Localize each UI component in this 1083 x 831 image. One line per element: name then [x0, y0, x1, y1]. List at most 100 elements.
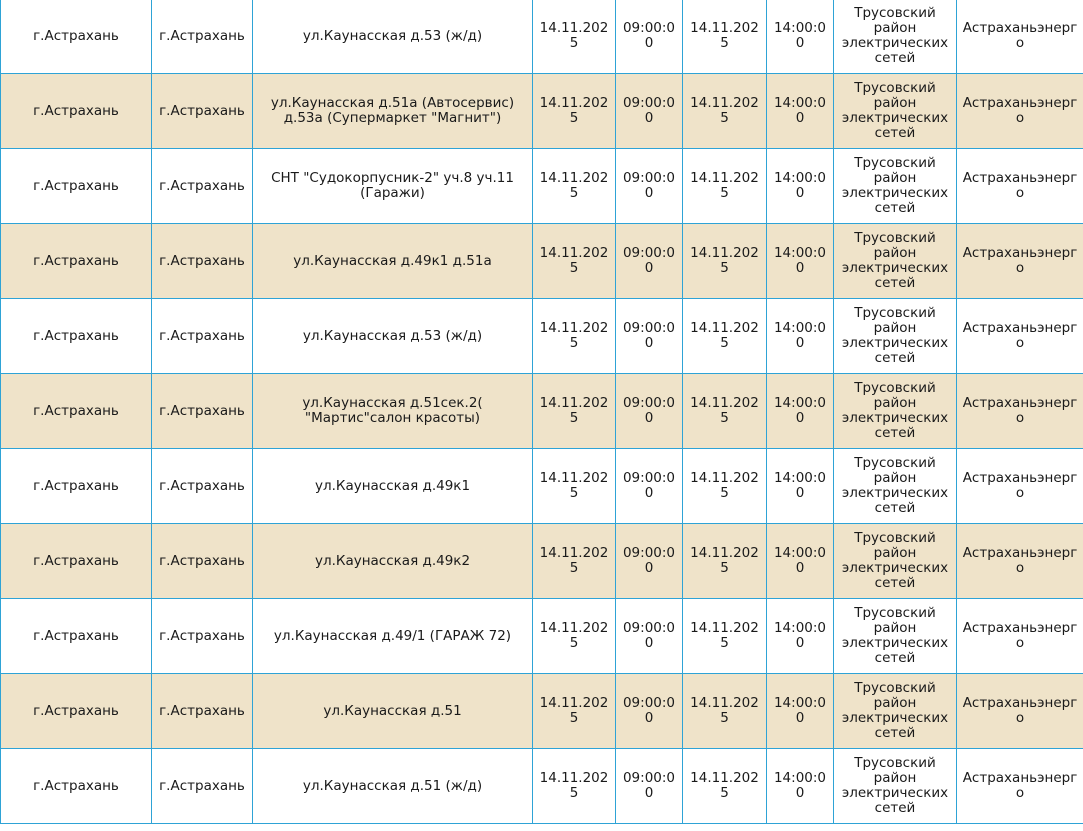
table-row: г.Астрахань г.Астрахань ул.Каунасская д.… — [0, 748, 1083, 824]
end-time-cell: 14:00:00 — [766, 673, 834, 749]
organization-cell: Астраханьэнерго — [956, 598, 1083, 674]
district-cell: Трусовский район электрических сетей — [833, 598, 957, 674]
city-cell: г.Астрахань — [151, 223, 253, 299]
city-cell: г.Астрахань — [151, 373, 253, 449]
organization-cell: Астраханьэнерго — [956, 73, 1083, 149]
district-cell: Трусовский район электрических сетей — [833, 298, 957, 374]
start-date-cell: 14.11.2025 — [532, 0, 616, 74]
district-cell: Трусовский район электрических сетей — [833, 223, 957, 299]
end-date-cell: 14.11.2025 — [682, 598, 767, 674]
organization-cell: Астраханьэнерго — [956, 523, 1083, 599]
end-date-cell: 14.11.2025 — [682, 148, 767, 224]
address-cell: ул.Каунасская д.51а (Автосервис) д.53а (… — [252, 73, 533, 149]
start-date-cell: 14.11.2025 — [532, 148, 616, 224]
organization-cell: Астраханьэнерго — [956, 673, 1083, 749]
region-cell: г.Астрахань — [0, 523, 152, 599]
district-cell: Трусовский район электрических сетей — [833, 0, 957, 74]
end-time-cell: 14:00:00 — [766, 373, 834, 449]
start-date-cell: 14.11.2025 — [532, 223, 616, 299]
organization-cell: Астраханьэнерго — [956, 223, 1083, 299]
city-cell: г.Астрахань — [151, 73, 253, 149]
start-date-cell: 14.11.2025 — [532, 523, 616, 599]
address-cell: ул.Каунасская д.49к2 — [252, 523, 533, 599]
table-row: г.Астрахань г.Астрахань ул.Каунасская д.… — [0, 673, 1083, 749]
address-cell: ул.Каунасская д.53 (ж/д) — [252, 0, 533, 74]
address-cell: ул.Каунасская д.53 (ж/д) — [252, 298, 533, 374]
region-cell: г.Астрахань — [0, 0, 152, 74]
end-time-cell: 14:00:00 — [766, 223, 834, 299]
organization-cell: Астраханьэнерго — [956, 298, 1083, 374]
organization-cell: Астраханьэнерго — [956, 148, 1083, 224]
end-time-cell: 14:00:00 — [766, 523, 834, 599]
region-cell: г.Астрахань — [0, 223, 152, 299]
address-cell: ул.Каунасская д.49/1 (ГАРАЖ 72) — [252, 598, 533, 674]
start-time-cell: 09:00:00 — [615, 298, 683, 374]
start-time-cell: 09:00:00 — [615, 373, 683, 449]
organization-cell: Астраханьэнерго — [956, 748, 1083, 824]
region-cell: г.Астрахань — [0, 598, 152, 674]
city-cell: г.Астрахань — [151, 523, 253, 599]
end-time-cell: 14:00:00 — [766, 148, 834, 224]
city-cell: г.Астрахань — [151, 0, 253, 74]
start-date-cell: 14.11.2025 — [532, 373, 616, 449]
region-cell: г.Астрахань — [0, 673, 152, 749]
end-date-cell: 14.11.2025 — [682, 0, 767, 74]
district-cell: Трусовский район электрических сетей — [833, 73, 957, 149]
start-date-cell: 14.11.2025 — [532, 673, 616, 749]
region-cell: г.Астрахань — [0, 73, 152, 149]
address-cell: ул.Каунасская д.49к1 — [252, 448, 533, 524]
district-cell: Трусовский район электрических сетей — [833, 523, 957, 599]
region-cell: г.Астрахань — [0, 748, 152, 824]
city-cell: г.Астрахань — [151, 148, 253, 224]
start-time-cell: 09:00:00 — [615, 523, 683, 599]
start-date-cell: 14.11.2025 — [532, 73, 616, 149]
region-cell: г.Астрахань — [0, 373, 152, 449]
table-row: г.Астрахань г.Астрахань СНТ "Судокорпусн… — [0, 148, 1083, 224]
table-row: г.Астрахань г.Астрахань ул.Каунасская д.… — [0, 373, 1083, 449]
start-time-cell: 09:00:00 — [615, 448, 683, 524]
start-date-cell: 14.11.2025 — [532, 448, 616, 524]
end-date-cell: 14.11.2025 — [682, 223, 767, 299]
district-cell: Трусовский район электрических сетей — [833, 373, 957, 449]
start-time-cell: 09:00:00 — [615, 673, 683, 749]
start-time-cell: 09:00:00 — [615, 148, 683, 224]
end-time-cell: 14:00:00 — [766, 748, 834, 824]
district-cell: Трусовский район электрических сетей — [833, 448, 957, 524]
table-row: г.Астрахань г.Астрахань ул.Каунасская д.… — [0, 73, 1083, 149]
address-cell: ул.Каунасская д.49к1 д.51а — [252, 223, 533, 299]
start-time-cell: 09:00:00 — [615, 598, 683, 674]
address-cell: ул.Каунасская д.51сек.2( "Мартис"салон к… — [252, 373, 533, 449]
end-date-cell: 14.11.2025 — [682, 373, 767, 449]
table-row: г.Астрахань г.Астрахань ул.Каунасская д.… — [0, 448, 1083, 524]
address-cell: СНТ "Судокорпусник-2" уч.8 уч.11 (Гаражи… — [252, 148, 533, 224]
table-row: г.Астрахань г.Астрахань ул.Каунасская д.… — [0, 0, 1083, 74]
organization-cell: Астраханьэнерго — [956, 448, 1083, 524]
region-cell: г.Астрахань — [0, 448, 152, 524]
region-cell: г.Астрахань — [0, 298, 152, 374]
address-cell: ул.Каунасская д.51 — [252, 673, 533, 749]
end-date-cell: 14.11.2025 — [682, 73, 767, 149]
district-cell: Трусовский район электрических сетей — [833, 673, 957, 749]
start-time-cell: 09:00:00 — [615, 73, 683, 149]
table-row: г.Астрахань г.Астрахань ул.Каунасская д.… — [0, 598, 1083, 674]
end-time-cell: 14:00:00 — [766, 73, 834, 149]
end-date-cell: 14.11.2025 — [682, 523, 767, 599]
region-cell: г.Астрахань — [0, 148, 152, 224]
end-time-cell: 14:00:00 — [766, 598, 834, 674]
end-date-cell: 14.11.2025 — [682, 448, 767, 524]
start-date-cell: 14.11.2025 — [532, 598, 616, 674]
organization-cell: Астраханьэнерго — [956, 373, 1083, 449]
start-date-cell: 14.11.2025 — [532, 298, 616, 374]
city-cell: г.Астрахань — [151, 748, 253, 824]
end-time-cell: 14:00:00 — [766, 448, 834, 524]
start-date-cell: 14.11.2025 — [532, 748, 616, 824]
end-date-cell: 14.11.2025 — [682, 748, 767, 824]
start-time-cell: 09:00:00 — [615, 0, 683, 74]
end-time-cell: 14:00:00 — [766, 298, 834, 374]
table-row: г.Астрахань г.Астрахань ул.Каунасская д.… — [0, 223, 1083, 299]
end-date-cell: 14.11.2025 — [682, 673, 767, 749]
district-cell: Трусовский район электрических сетей — [833, 748, 957, 824]
organization-cell: Астраханьэнерго — [956, 0, 1083, 74]
